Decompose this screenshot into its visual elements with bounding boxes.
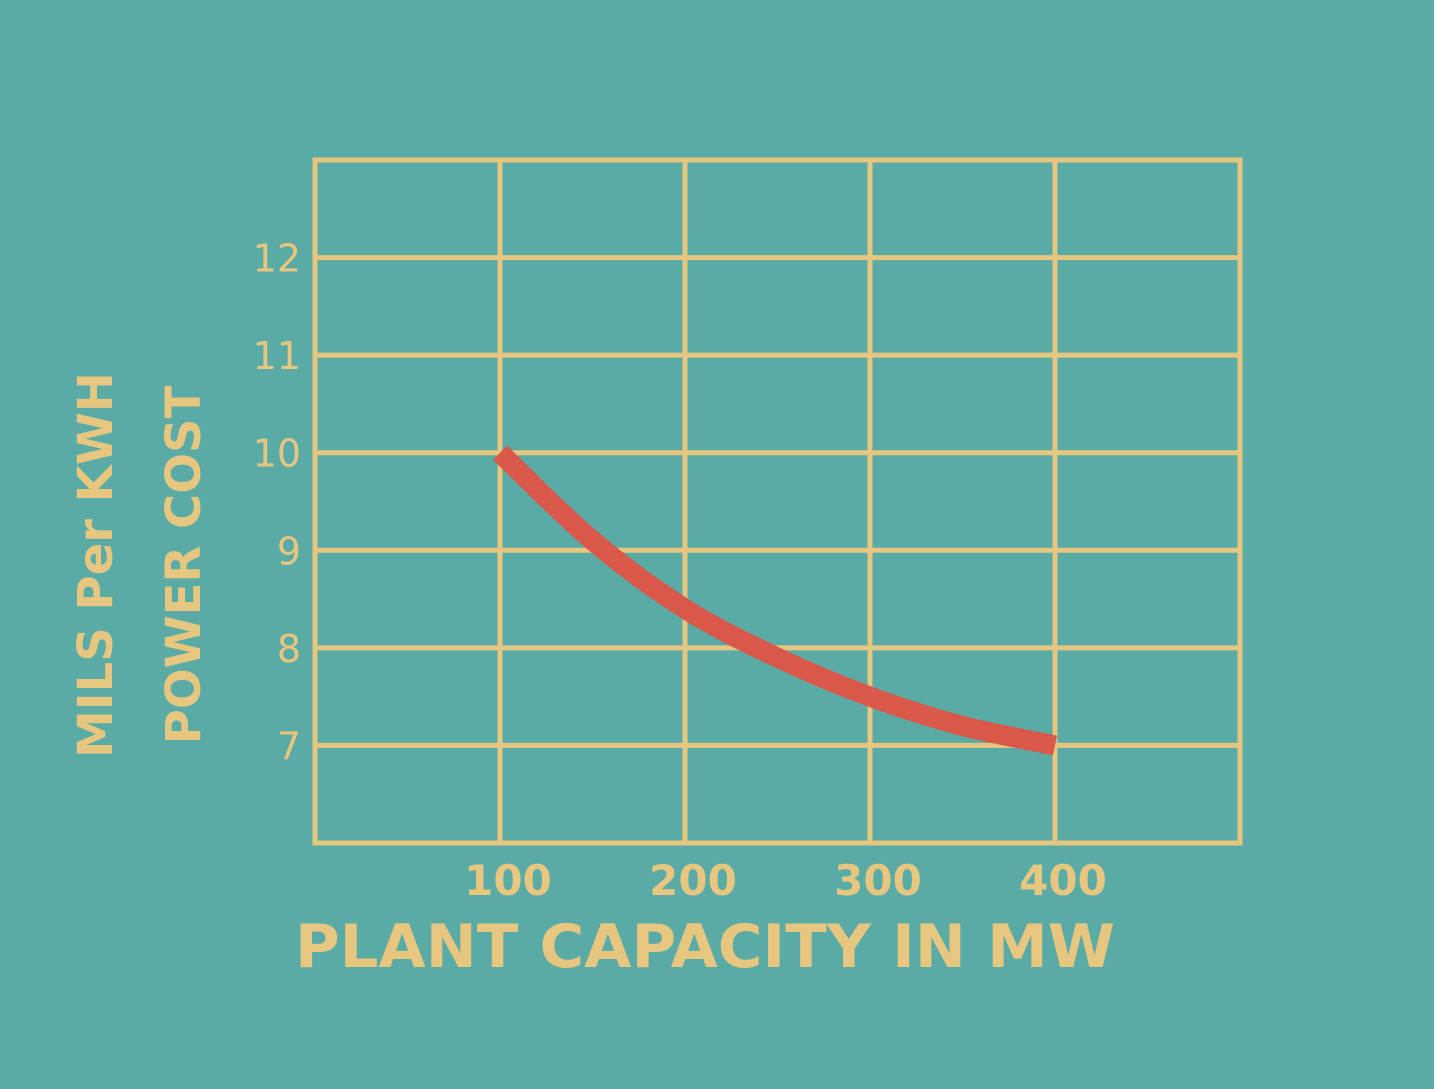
power-cost-curve [493,445,1058,756]
x-tick-labels: 100 200 300 400 [464,856,1107,905]
y-tick-label: 12 [253,237,301,281]
x-tick-label: 300 [834,856,922,905]
y-tick-labels: 7 8 9 10 11 12 [253,237,301,769]
x-tick-label: 400 [1019,856,1107,905]
y-axis-title-units: MILS Per KWH [68,372,124,758]
series-layer [493,445,1058,756]
plot-frame [312,157,1243,846]
y-tick-label: 7 [277,724,301,768]
x-tick-label: 100 [464,856,552,905]
x-tick-label: 200 [649,856,737,905]
y-tick-label: 8 [277,627,301,671]
grid [312,157,1243,846]
y-axis-title-quantity: POWER COST [156,385,212,744]
x-axis-title: PLANT CAPACITY IN MW [295,912,1115,982]
y-tick-label: 11 [253,334,301,378]
y-tick-label: 10 [253,432,301,476]
y-tick-label: 9 [277,529,301,573]
